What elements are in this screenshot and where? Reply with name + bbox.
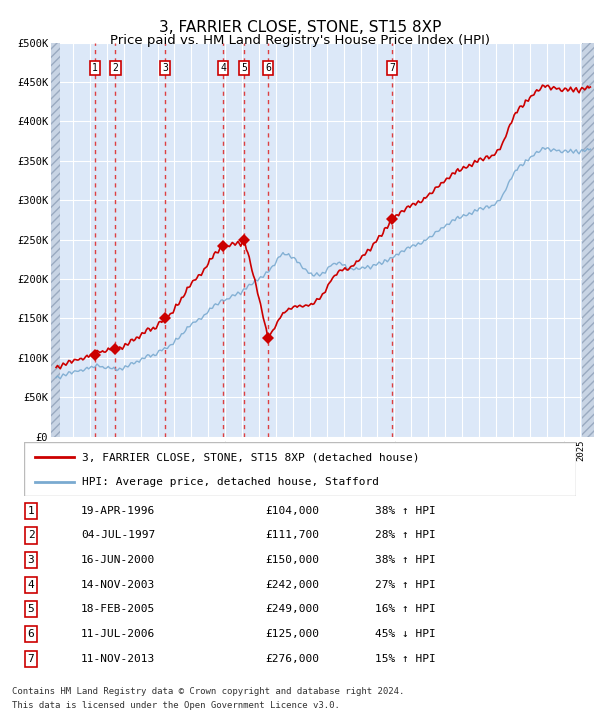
Text: £249,000: £249,000 [265,604,319,614]
Text: 5: 5 [28,604,34,614]
Text: 2: 2 [113,62,118,73]
Text: 04-JUL-1997: 04-JUL-1997 [81,530,155,540]
Text: 16% ↑ HPI: 16% ↑ HPI [375,604,436,614]
Text: 4: 4 [28,579,34,590]
Bar [582,43,594,437]
Text: Contains HM Land Registry data © Crown copyright and database right 2024.: Contains HM Land Registry data © Crown c… [12,687,404,697]
Text: HPI: Average price, detached house, Stafford: HPI: Average price, detached house, Staf… [82,476,379,487]
Bar [51,43,61,437]
Text: 3: 3 [163,62,168,73]
Text: £104,000: £104,000 [265,506,319,515]
Text: 5: 5 [241,62,247,73]
Text: £125,000: £125,000 [265,629,319,639]
Text: 15% ↑ HPI: 15% ↑ HPI [375,654,436,664]
Text: 4: 4 [220,62,226,73]
Text: 2: 2 [28,530,34,540]
Text: 3, FARRIER CLOSE, STONE, ST15 8XP (detached house): 3, FARRIER CLOSE, STONE, ST15 8XP (detac… [82,452,419,462]
Text: 27% ↑ HPI: 27% ↑ HPI [375,579,436,590]
Text: 18-FEB-2005: 18-FEB-2005 [81,604,155,614]
Text: 14-NOV-2003: 14-NOV-2003 [81,579,155,590]
Text: 7: 7 [389,62,395,73]
Text: £276,000: £276,000 [265,654,319,664]
Text: 3: 3 [28,555,34,565]
Text: 38% ↑ HPI: 38% ↑ HPI [375,555,436,565]
Text: 28% ↑ HPI: 28% ↑ HPI [375,530,436,540]
Text: £150,000: £150,000 [265,555,319,565]
Text: 1: 1 [28,506,34,515]
Text: £111,700: £111,700 [265,530,319,540]
Text: Price paid vs. HM Land Registry's House Price Index (HPI): Price paid vs. HM Land Registry's House … [110,34,490,47]
Text: 6: 6 [265,62,271,73]
Text: 38% ↑ HPI: 38% ↑ HPI [375,506,436,515]
Text: 7: 7 [28,654,34,664]
Text: 11-NOV-2013: 11-NOV-2013 [81,654,155,664]
Text: 1: 1 [92,62,98,73]
Text: £242,000: £242,000 [265,579,319,590]
Text: 19-APR-1996: 19-APR-1996 [81,506,155,515]
Text: 11-JUL-2006: 11-JUL-2006 [81,629,155,639]
Text: This data is licensed under the Open Government Licence v3.0.: This data is licensed under the Open Gov… [12,701,340,710]
Text: 6: 6 [28,629,34,639]
Text: 3, FARRIER CLOSE, STONE, ST15 8XP: 3, FARRIER CLOSE, STONE, ST15 8XP [159,20,441,35]
Text: 45% ↓ HPI: 45% ↓ HPI [375,629,436,639]
Text: 16-JUN-2000: 16-JUN-2000 [81,555,155,565]
FancyBboxPatch shape [24,442,576,496]
